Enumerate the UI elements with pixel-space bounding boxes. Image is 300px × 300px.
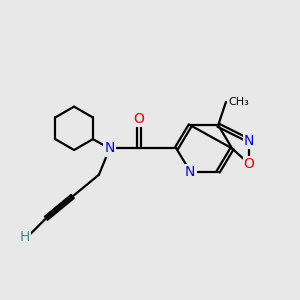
- Text: H: H: [19, 230, 30, 244]
- Text: O: O: [134, 112, 145, 126]
- Text: N: N: [185, 165, 196, 179]
- Text: N: N: [244, 134, 254, 148]
- Text: N: N: [104, 142, 115, 155]
- Text: CH₃: CH₃: [228, 97, 249, 107]
- Text: O: O: [244, 157, 255, 171]
